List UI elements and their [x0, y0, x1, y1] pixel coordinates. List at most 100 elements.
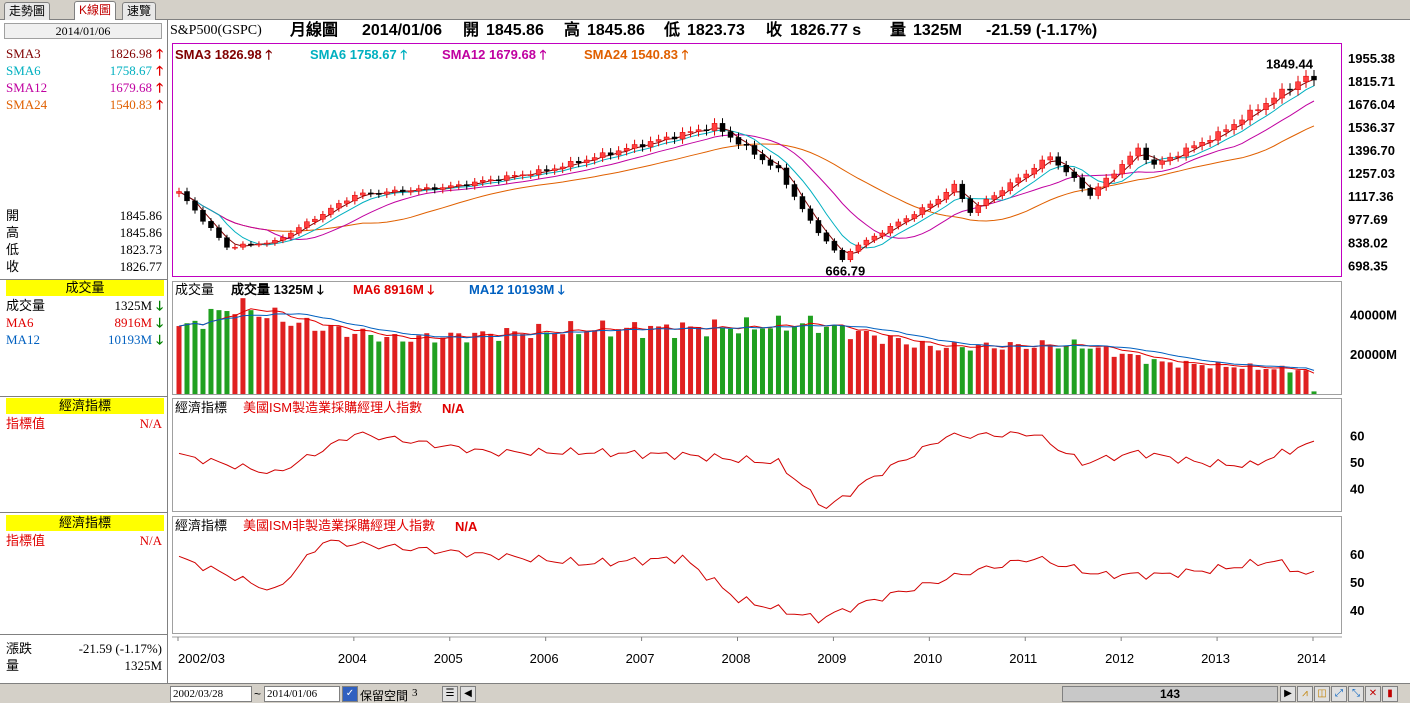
volume-bar [624, 327, 630, 394]
candle-body [1031, 167, 1037, 175]
volume-bar [1271, 369, 1277, 394]
candle-body [1127, 155, 1133, 165]
volume-bar [951, 342, 957, 394]
candle-body [863, 239, 870, 246]
volume-bar [807, 315, 813, 394]
scroll-left-icon[interactable]: ◀ [460, 686, 476, 702]
scroll-right-icon[interactable]: ▶ [1280, 686, 1296, 702]
volume-bar [336, 326, 342, 394]
up-arrow-icon: 🡑 [156, 46, 163, 61]
volume-panel[interactable]: 成交量 成交量 1325M 🡓 MA6 8916M 🡓 MA12 10193M 🡓 [172, 281, 1342, 395]
volume-bar [432, 342, 438, 394]
volume-bar [871, 335, 877, 394]
compress-icon[interactable]: ⤡ [1348, 686, 1364, 702]
grid-toggle-icon[interactable]: ☰ [442, 686, 458, 702]
candle-body [1215, 131, 1221, 141]
candle-body [1271, 97, 1277, 104]
volume-bar [1135, 355, 1141, 394]
econ-panel-2[interactable]: 經濟指標 美國ISM非製造業採購經理人指數 N/A [172, 516, 1342, 634]
volume-bar [1279, 365, 1285, 394]
candle-body [575, 161, 582, 164]
divider [0, 634, 167, 635]
volume-bar [1087, 348, 1093, 394]
tab-overview[interactable]: 速覽 [122, 2, 157, 20]
candle-body [903, 218, 910, 223]
candle-body [1111, 173, 1117, 179]
price-y-tick: 698.35 [1348, 258, 1388, 273]
start-date-field[interactable]: 2002/03/28 [170, 686, 252, 702]
note-icon[interactable]: ◫ [1314, 686, 1330, 702]
candle-body [1143, 147, 1149, 160]
volume-bar [1255, 369, 1261, 394]
volume-bar [1095, 347, 1101, 394]
ma6-label: MA6 [6, 315, 34, 330]
candle-body [400, 189, 406, 192]
divider [0, 279, 167, 280]
volume-title: 成交量 [175, 282, 214, 297]
down-arrow-icon: 🡓 [156, 298, 163, 313]
volume-bar [1239, 368, 1245, 394]
apply-range-button[interactable]: ✓ [342, 686, 358, 702]
candle-body [1207, 140, 1213, 143]
volume-bar [608, 336, 614, 394]
chart-tool-icon[interactable]: ⩘ [1297, 686, 1313, 702]
volume-bar [1143, 363, 1149, 394]
volume-bar [272, 307, 278, 394]
tab-trend[interactable]: 走勢圖 [4, 2, 51, 20]
scrollbar[interactable]: 143 [1062, 686, 1278, 702]
candle-body [959, 183, 966, 199]
volume-bar [967, 350, 973, 394]
candle-body [200, 209, 206, 222]
price-panel[interactable]: SMA3 1826.98 🡑 SMA6 1758.67 🡑 SMA12 1679.6… [172, 43, 1342, 279]
sma24-value: 1540.83 [109, 97, 152, 112]
candle-body [687, 131, 694, 133]
high-label: 高 [6, 225, 20, 240]
volume-bar [616, 329, 622, 394]
candle-body [408, 190, 414, 193]
volume-bar [488, 333, 494, 394]
volume-bar [775, 315, 781, 394]
reserve-input[interactable]: 3 [412, 687, 418, 699]
volume-bar [911, 347, 917, 394]
expand-icon[interactable]: ⤢ [1331, 686, 1347, 702]
volume-bar [208, 308, 214, 394]
econ-panel-1[interactable]: 經濟指標 美國ISM製造業採購經理人指數 N/A [172, 398, 1342, 512]
candle-body [943, 191, 950, 200]
volume-bar [400, 341, 406, 394]
volume-bar [815, 332, 821, 394]
volume-bar [831, 325, 837, 394]
candle-body [479, 180, 486, 183]
candle-body [751, 145, 758, 155]
volume-bar [200, 328, 206, 394]
candle-body [983, 199, 990, 206]
candle-body [871, 235, 878, 241]
sma12-row: SMA12 1679.68 🡑 [0, 79, 166, 96]
volume-bar [1295, 370, 1301, 394]
candle-body [999, 190, 1006, 196]
volume-bar [1199, 365, 1205, 394]
volume-bar [480, 331, 486, 394]
candle-body [647, 141, 654, 148]
end-date-field[interactable]: 2014/01/06 [264, 686, 340, 702]
tab-kline[interactable]: K線圖 [74, 1, 117, 20]
high-row: 高 1845.86 [0, 224, 166, 241]
high-label: 高 [564, 22, 581, 39]
volume-bar [1247, 363, 1253, 394]
candle-body [1183, 147, 1189, 157]
econ-title: 經濟指標 [175, 400, 227, 415]
bar-chart-icon[interactable]: ▮ [1382, 686, 1398, 702]
econ-line [178, 539, 1315, 624]
volume-bar [416, 335, 422, 394]
volume-bar [1055, 348, 1061, 394]
candle-body [1087, 188, 1093, 196]
volume-bar [280, 321, 286, 394]
candle-body [495, 179, 502, 181]
volume-bar [1231, 367, 1237, 394]
candle-body [1247, 109, 1253, 121]
volume-bar [975, 344, 981, 394]
volume-bar [192, 320, 198, 394]
price-y-tick: 977.69 [1348, 212, 1388, 227]
range-tilde: ~ [254, 687, 262, 701]
econ1-y-tick: 40 [1350, 482, 1364, 497]
close-icon[interactable]: ✕ [1365, 686, 1381, 702]
